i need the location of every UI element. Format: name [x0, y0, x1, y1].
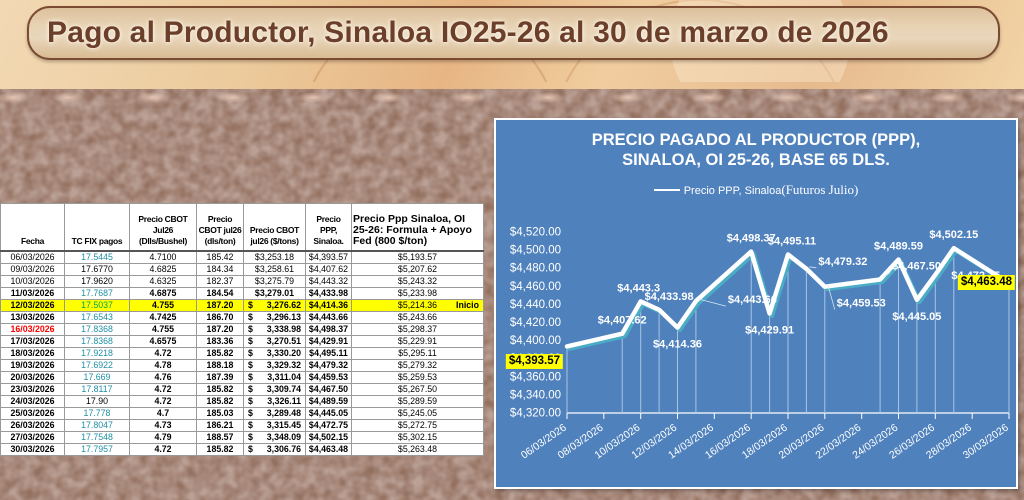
svg-text:$4,407.62: $4,407.62	[598, 315, 647, 327]
svg-text:$4,429.91: $4,429.91	[745, 325, 794, 337]
svg-text:$4,495.11: $4,495.11	[768, 236, 816, 248]
svg-text:$4,500.00: $4,500.00	[510, 245, 561, 257]
svg-text:$4,420.00: $4,420.00	[510, 317, 561, 329]
svg-text:$4,459.53: $4,459.53	[837, 298, 886, 310]
svg-text:$4,479.32: $4,479.32	[818, 256, 867, 268]
svg-text:$4,400.00: $4,400.00	[510, 335, 561, 347]
svg-text:$4,440.00: $4,440.00	[510, 299, 561, 311]
svg-text:$4,502.15: $4,502.15	[929, 229, 978, 241]
svg-text:$4,467.50: $4,467.50	[892, 261, 941, 273]
svg-text:$4,520.00: $4,520.00	[510, 227, 561, 239]
svg-text:$4,414.36: $4,414.36	[653, 339, 702, 351]
svg-text:$4,480.00: $4,480.00	[510, 263, 561, 275]
svg-text:$4,360.00: $4,360.00	[510, 371, 561, 383]
svg-text:$4,433.98: $4,433.98	[645, 291, 694, 303]
svg-text:$4,460.00: $4,460.00	[510, 281, 561, 293]
svg-text:$4,489.59: $4,489.59	[874, 241, 923, 253]
svg-text:$4,443.66: $4,443.66	[728, 294, 777, 306]
svg-text:$4,340.00: $4,340.00	[510, 389, 561, 401]
svg-text:$4,445.05: $4,445.05	[892, 311, 941, 323]
svg-text:$4,320.00: $4,320.00	[510, 408, 561, 420]
